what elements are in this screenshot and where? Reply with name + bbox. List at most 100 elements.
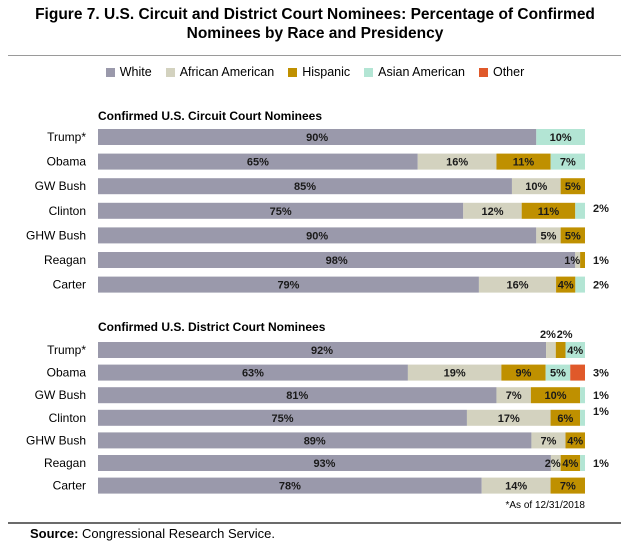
bar-segment-asian-american [575,202,585,219]
footnote: *As of 12/31/2018 [505,500,585,511]
bar-segment-asian-american [575,276,585,293]
data-label: 6% [557,413,573,425]
data-label: 2% [593,280,609,292]
bar-segment-african-american [531,432,566,449]
category-label: Carter [53,479,86,493]
bar-segment-african-american [550,455,561,471]
bar-segment-african-american [463,202,522,219]
bar-segment-african-american [478,276,557,293]
bar-segment-white [98,342,547,358]
bar-segment-hispanic [555,342,566,358]
category-label: GW Bush [35,388,86,402]
bar-segment-asian-american [550,153,585,170]
category-label: Trump* [47,130,86,144]
data-label: 90% [306,132,328,144]
data-label: 2% [557,329,573,341]
data-label: 14% [505,481,527,493]
bar-segment-african-american [407,364,502,381]
bar-segment-white [98,432,532,449]
data-label: 19% [444,368,466,380]
data-label: 10% [550,132,572,144]
bar-segment-hispanic [550,409,581,426]
bar-segment-white [98,153,418,170]
source-text: Congressional Research Service. [82,526,275,541]
data-label: 16% [506,280,528,292]
figure-title: Figure 7. U.S. Circuit and District Cour… [0,5,630,43]
data-label: 12% [481,206,503,218]
bar-segment-white [98,276,479,293]
bar-segment-other [570,364,585,381]
bar-segment-hispanic [530,387,581,404]
bar-segment-african-american [511,178,561,195]
data-label: 1% [593,406,609,418]
bar-segment-african-american [575,252,581,268]
legend-swatch [165,67,175,77]
data-label: 11% [513,157,535,169]
legend-label: African American [179,65,275,79]
bar-segment-hispanic [521,202,576,219]
bar-segment-white [98,129,537,145]
legend-item-other: Other [478,65,525,79]
title-line-2: Nominees by Race and Presidency [186,25,444,42]
data-label: 2% [540,329,556,341]
category-label: Carter [53,278,86,292]
data-label: 7% [506,390,522,402]
source-note: Source: Congressional Research Service. [30,526,275,541]
data-label: 3% [593,368,609,380]
bar-segment-hispanic [560,227,585,244]
data-label: 11% [538,206,560,218]
data-label: 10% [525,181,547,193]
data-label: 7% [560,157,576,169]
data-label: 16% [446,157,468,169]
legend-item-white: White [105,65,152,79]
bar-segment-asian-american [580,387,585,404]
legend-label: Asian American [378,65,465,79]
bar-segment-african-american [546,342,556,358]
category-label: GHW Bush [26,433,86,447]
data-label: 2% [545,458,561,470]
legend-swatch [364,67,374,77]
source-label: Source: [30,526,79,541]
category-label: Clinton [49,411,86,425]
bar-segment-hispanic [560,178,585,195]
bar-segment-white [98,455,551,471]
bar-segment-african-american [417,153,497,170]
data-label: 93% [313,458,335,470]
legend-item-asian-american: Asian American [364,65,465,79]
data-label: 75% [270,206,292,218]
bar-segment-asian-american [580,455,585,471]
title-line-1: Figure 7. U.S. Circuit and District Cour… [35,6,595,23]
legend-item-african-american: African American [165,65,275,79]
bar-segment-white [98,252,576,268]
data-label: 5% [541,230,557,242]
data-label: 9% [516,368,532,380]
category-label: GW Bush [35,179,86,193]
bar-segment-african-american [466,409,551,426]
data-label: 5% [550,368,566,380]
legend-label: White [119,65,152,79]
bar-segment-african-american [496,387,531,404]
bar-segment-white [98,387,497,404]
data-label: 5% [565,181,581,193]
category-label: Reagan [44,253,86,267]
bar-segment-hispanic [580,252,585,268]
data-label: 1% [593,390,609,402]
legend-label: Other [492,65,525,79]
bar-segment-hispanic [565,432,585,449]
data-label: 79% [277,280,299,292]
bar-segment-asian-american [536,129,585,145]
data-label: 92% [311,345,333,357]
bar-segment-hispanic [560,455,581,471]
legend: White African American Hispanic Asian Am… [0,65,630,79]
data-label: 65% [247,157,269,169]
bar-segment-african-american [481,477,551,494]
legend-item-hispanic: Hispanic [288,65,350,79]
data-label: 1% [564,255,580,267]
bar-segment-asian-american [565,342,585,358]
data-label: 2% [593,203,609,215]
category-label: Trump* [47,343,86,357]
bar-segment-white [98,202,464,219]
bar-segment-white [98,409,467,426]
category-label: Clinton [49,204,86,218]
